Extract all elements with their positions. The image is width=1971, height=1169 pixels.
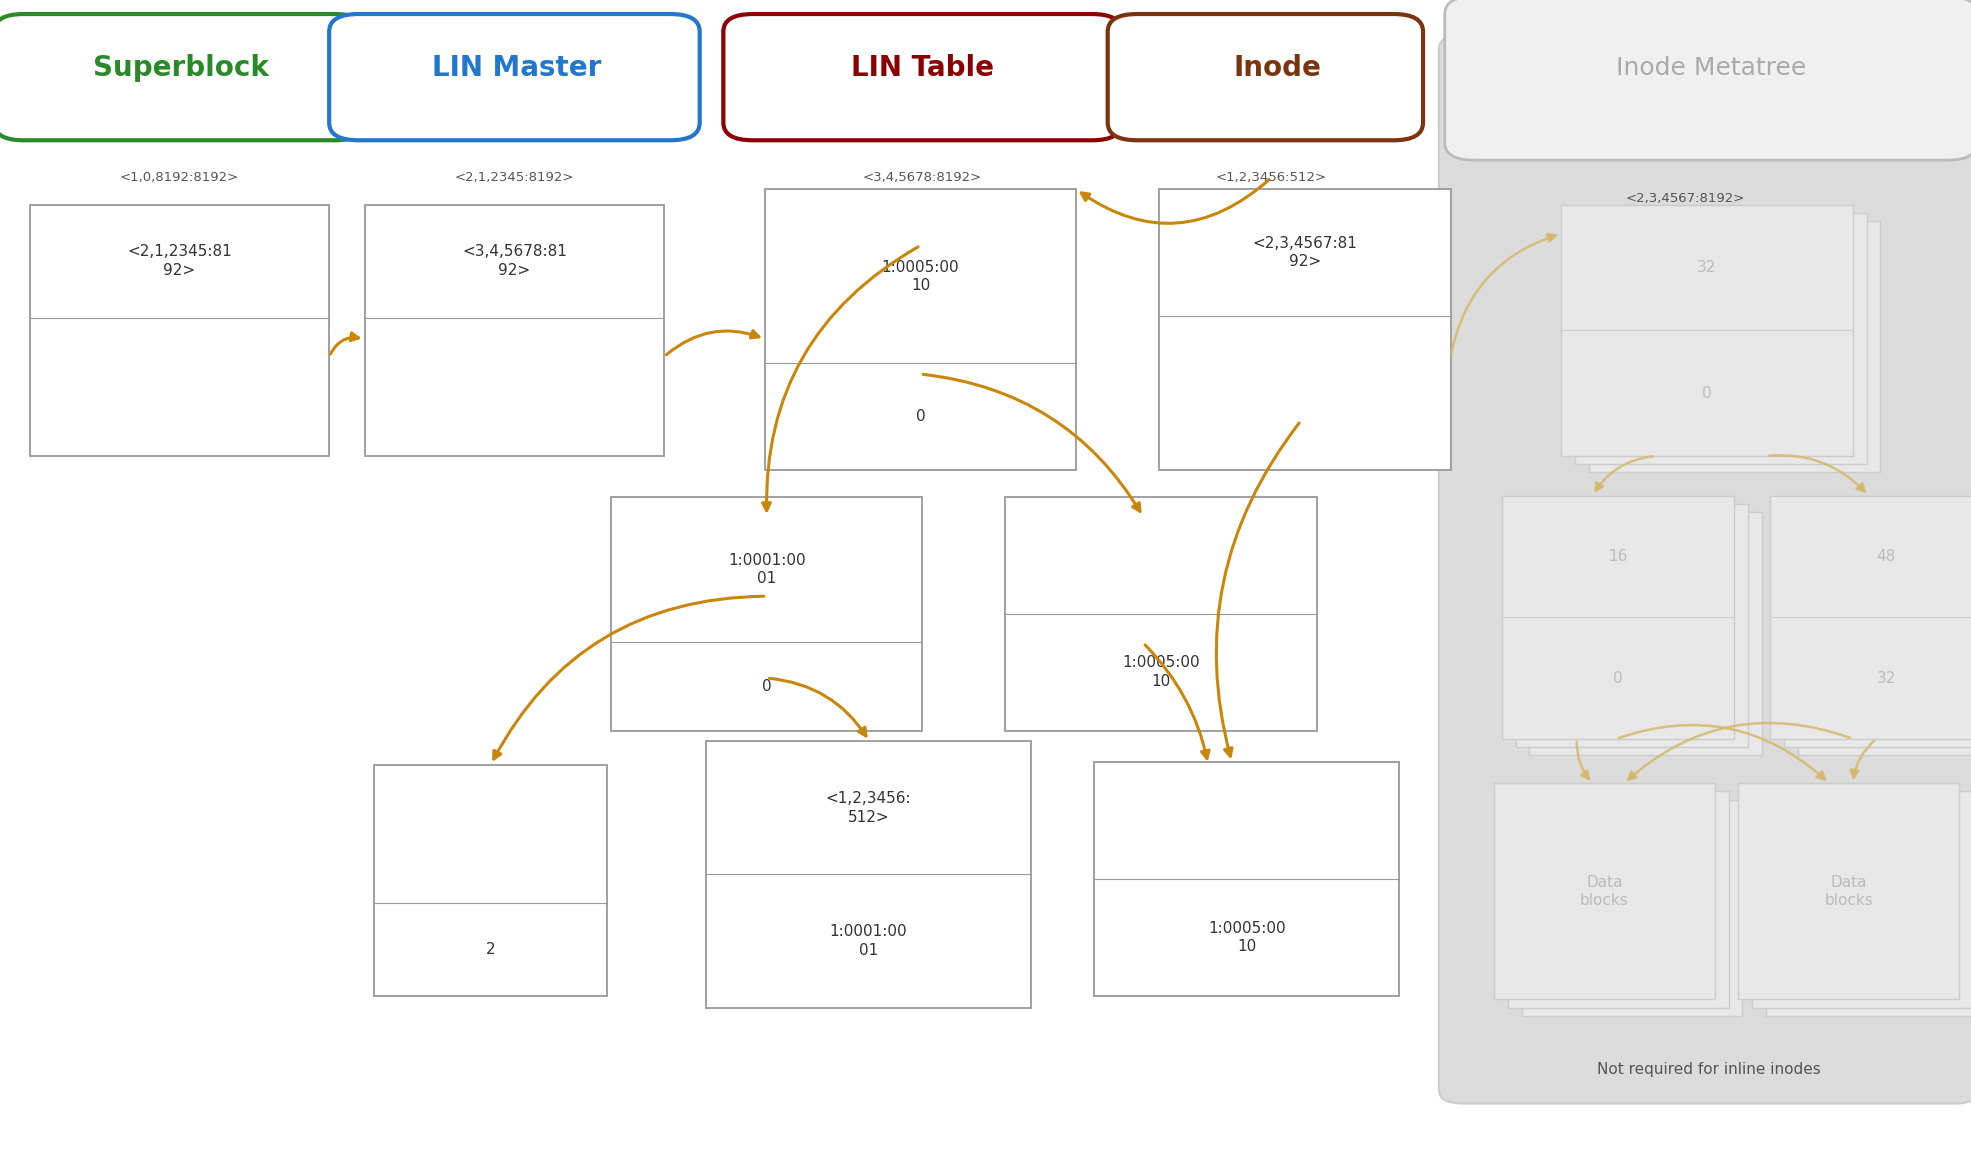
Text: 0: 0	[917, 409, 924, 424]
Text: 0: 0	[763, 679, 771, 693]
FancyBboxPatch shape	[365, 205, 664, 456]
Text: 32: 32	[1876, 671, 1896, 685]
FancyBboxPatch shape	[1094, 762, 1399, 996]
FancyBboxPatch shape	[1798, 512, 1971, 755]
Text: 1:0005:00
10: 1:0005:00 10	[1208, 921, 1285, 954]
Text: Superblock: Superblock	[93, 54, 270, 82]
Text: LIN Master: LIN Master	[432, 54, 601, 82]
FancyArrowPatch shape	[1145, 645, 1208, 759]
Text: 1:0001:00
01: 1:0001:00 01	[830, 925, 907, 957]
FancyBboxPatch shape	[1494, 783, 1715, 999]
Text: LIN Table: LIN Table	[851, 54, 993, 82]
Text: <2,3,4567:8192>: <2,3,4567:8192>	[1626, 192, 1744, 206]
Text: Data
blocks: Data blocks	[1581, 874, 1628, 908]
Text: 1:0005:00
10: 1:0005:00 10	[881, 260, 960, 293]
FancyBboxPatch shape	[1529, 512, 1762, 755]
FancyArrowPatch shape	[1597, 456, 1654, 491]
FancyBboxPatch shape	[374, 765, 607, 996]
Text: 1:0001:00
01: 1:0001:00 01	[727, 553, 806, 586]
Text: Data
blocks: Data blocks	[1825, 874, 1872, 908]
Text: <1,2,3456:512>: <1,2,3456:512>	[1216, 171, 1326, 185]
FancyArrowPatch shape	[1082, 180, 1269, 223]
FancyArrowPatch shape	[1216, 423, 1299, 756]
FancyArrowPatch shape	[1451, 234, 1555, 354]
Text: Inode Metatree: Inode Metatree	[1616, 56, 1805, 79]
Text: <2,3,4567:81
92>: <2,3,4567:81 92>	[1252, 236, 1358, 269]
FancyArrowPatch shape	[1768, 455, 1865, 492]
FancyBboxPatch shape	[1589, 221, 1880, 472]
Text: 0: 0	[1703, 386, 1711, 401]
FancyBboxPatch shape	[1108, 14, 1423, 140]
Text: <2,1,2345:81
92>: <2,1,2345:81 92>	[126, 244, 233, 278]
FancyBboxPatch shape	[1738, 783, 1959, 999]
FancyBboxPatch shape	[611, 497, 922, 731]
FancyArrowPatch shape	[493, 596, 765, 759]
FancyBboxPatch shape	[1508, 791, 1729, 1008]
FancyBboxPatch shape	[30, 205, 329, 456]
FancyArrowPatch shape	[769, 678, 865, 736]
FancyBboxPatch shape	[1575, 213, 1867, 464]
FancyBboxPatch shape	[1005, 497, 1317, 731]
FancyBboxPatch shape	[1561, 205, 1853, 456]
FancyBboxPatch shape	[1766, 800, 1971, 1016]
FancyBboxPatch shape	[0, 14, 365, 140]
Text: 16: 16	[1608, 549, 1628, 563]
FancyBboxPatch shape	[706, 741, 1031, 1008]
FancyBboxPatch shape	[1752, 791, 1971, 1008]
FancyBboxPatch shape	[765, 189, 1076, 470]
FancyBboxPatch shape	[1439, 35, 1971, 1104]
Text: <3,4,5678:8192>: <3,4,5678:8192>	[863, 171, 982, 185]
FancyArrowPatch shape	[666, 331, 759, 354]
FancyBboxPatch shape	[329, 14, 700, 140]
Text: <1,2,3456:
512>: <1,2,3456: 512>	[826, 791, 911, 824]
FancyBboxPatch shape	[1522, 800, 1742, 1016]
FancyBboxPatch shape	[1784, 504, 1971, 747]
Text: Inode: Inode	[1234, 54, 1321, 82]
Text: 0: 0	[1614, 671, 1622, 685]
FancyArrowPatch shape	[1628, 722, 1851, 780]
FancyBboxPatch shape	[1770, 496, 1971, 739]
FancyArrowPatch shape	[1577, 741, 1589, 779]
FancyBboxPatch shape	[1502, 496, 1734, 739]
Text: 1:0005:00
10: 1:0005:00 10	[1121, 656, 1200, 689]
Text: Not required for inline inodes: Not required for inline inodes	[1597, 1063, 1821, 1077]
FancyBboxPatch shape	[1159, 189, 1451, 470]
Text: <1,0,8192:8192>: <1,0,8192:8192>	[120, 171, 238, 185]
Text: 2: 2	[487, 942, 495, 957]
FancyBboxPatch shape	[1445, 0, 1971, 160]
FancyArrowPatch shape	[1851, 741, 1874, 777]
Text: <2,1,2345:8192>: <2,1,2345:8192>	[455, 171, 574, 185]
FancyArrowPatch shape	[763, 247, 918, 511]
FancyBboxPatch shape	[723, 14, 1121, 140]
FancyArrowPatch shape	[922, 374, 1139, 511]
FancyArrowPatch shape	[1618, 725, 1825, 780]
Text: <3,4,5678:81
92>: <3,4,5678:81 92>	[461, 244, 568, 278]
Text: 48: 48	[1876, 549, 1896, 563]
Text: 32: 32	[1697, 260, 1717, 275]
FancyArrowPatch shape	[331, 333, 359, 354]
FancyBboxPatch shape	[1516, 504, 1748, 747]
